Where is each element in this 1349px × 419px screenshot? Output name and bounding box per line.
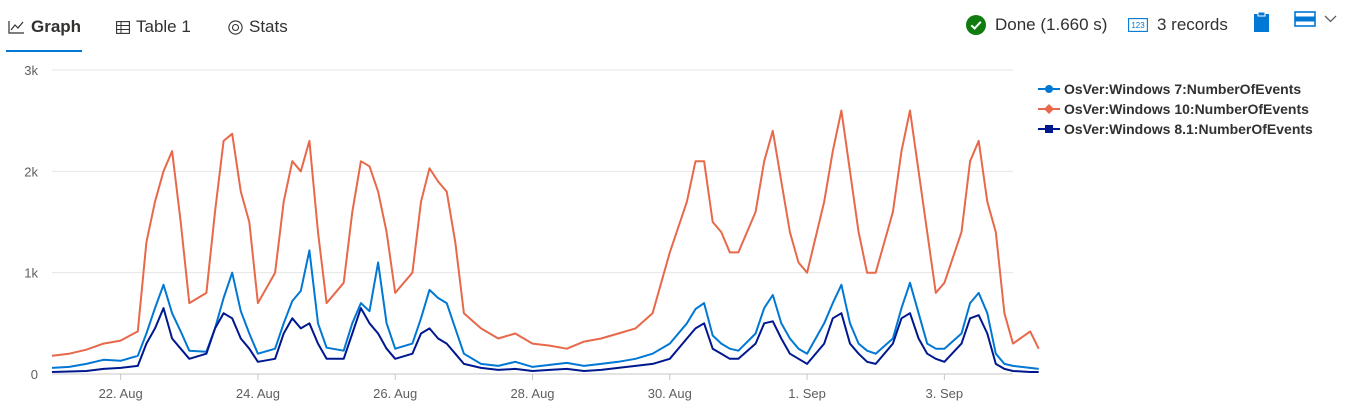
tab-stats-label: Stats [249,17,288,36]
legend-item-windows-8-1[interactable]: OsVer:Windows 8.1:NumberOfEvents [1038,119,1313,139]
legend-circle-marker [1038,85,1060,93]
records-count: 123 3 records [1128,12,1228,38]
y-tick-label: 3k [24,63,38,78]
x-tick-label: 1. Sep [788,386,826,401]
legend-item-windows-10[interactable]: OsVer:Windows 10:NumberOfEvents [1038,99,1313,119]
line-chart: 0 1k 2k 3k 22. Aug 24. Aug 26. Aug 28. Aug 30. A… [24,63,1040,401]
stats-icon [228,19,243,35]
x-tick-label: 26. Aug [373,386,417,401]
copy-button[interactable] [1253,11,1270,33]
records-count-text: 3 records [1157,15,1228,34]
number-icon: 123 [1128,18,1148,32]
legend-label: OsVer:Windows 8.1:NumberOfEvents [1064,121,1313,137]
tab-table-label: Table 1 [136,17,191,36]
tab-table-1[interactable]: Table 1 [116,12,191,42]
legend-square-marker [1038,125,1060,133]
legend-label: OsVer:Windows 7:NumberOfEvents [1064,81,1302,97]
query-status: Done (1.660 s) [966,12,1107,38]
tab-graph-label: Graph [31,17,82,36]
selected-tab-indicator [6,50,82,52]
y-tick-label: 1k [24,266,38,281]
legend-item-windows-7[interactable]: OsVer:Windows 7:NumberOfEvents [1038,79,1313,99]
toolbar: Graph Table 1 Stats Done (1.660 s) 123 3… [0,0,1349,56]
x-tick-label: 30. Aug [648,386,692,401]
x-tick-label: 3. Sep [926,386,964,401]
x-tick-label: 22. Aug [99,386,143,401]
x-tick-label: 24. Aug [236,386,280,401]
layout-menu-button[interactable] [1294,11,1337,27]
y-tick-label: 2k [24,164,38,179]
table-icon [116,20,130,34]
done-check-icon [966,15,986,35]
legend-diamond-marker [1038,104,1060,114]
layout-icon [1294,11,1316,27]
y-tick-label: 0 [31,367,38,382]
clipboard-icon [1253,11,1270,33]
chart-legend: OsVer:Windows 7:NumberOfEvents OsVer:Win… [1038,79,1313,139]
line-chart-icon [8,20,25,34]
series-line [51,249,1039,370]
tab-stats[interactable]: Stats [228,12,288,42]
series-line [51,109,1040,357]
svg-text:123: 123 [1131,21,1145,30]
tab-graph[interactable]: Graph [8,12,81,42]
legend-label: OsVer:Windows 10:NumberOfEvents [1064,101,1309,117]
series-line [51,307,1039,373]
done-status-text: Done (1.660 s) [995,15,1108,34]
chevron-down-icon [1324,15,1337,23]
x-tick-label: 28. Aug [510,386,554,401]
